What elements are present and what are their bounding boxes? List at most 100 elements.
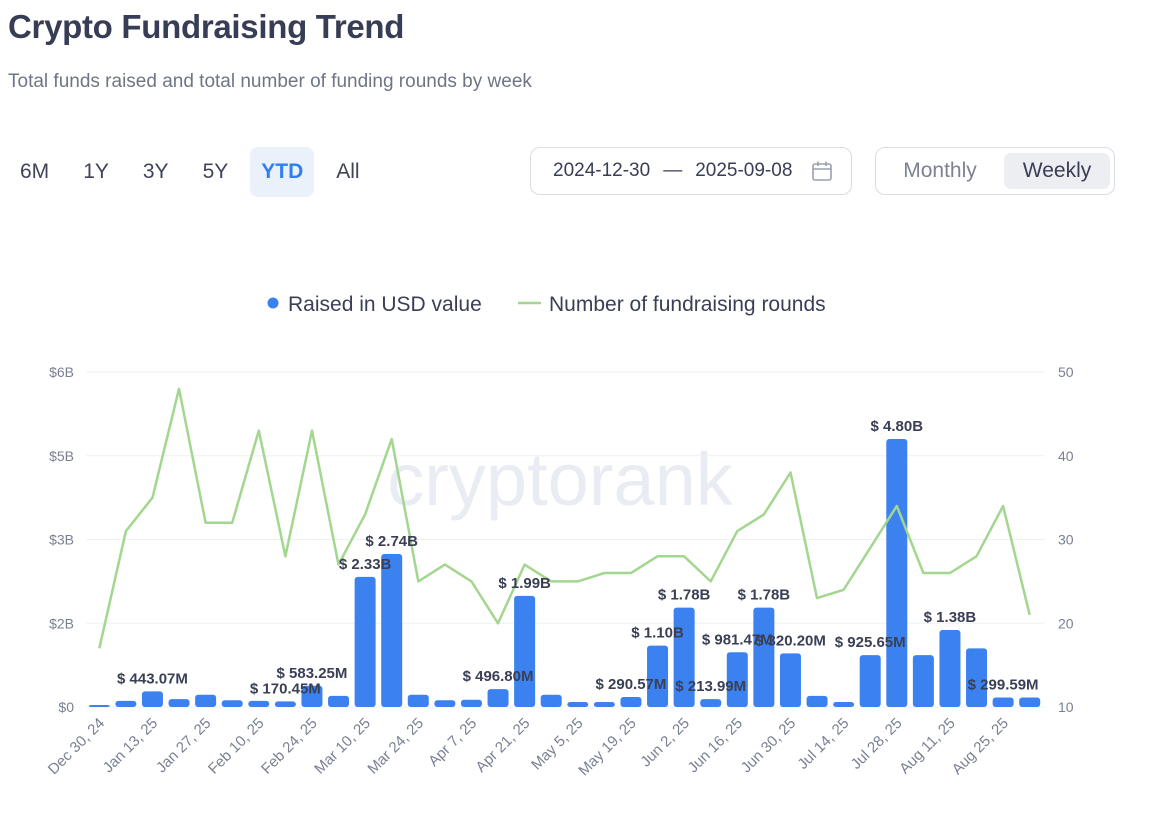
line-series	[98, 387, 1031, 649]
period-weekly[interactable]: Weekly	[1004, 153, 1110, 189]
range-tab-6m[interactable]: 6M	[20, 160, 50, 183]
x-tick-label: Jun 30, 25	[738, 715, 800, 777]
bar[interactable]	[248, 700, 270, 707]
bar[interactable]	[381, 554, 403, 707]
grid-lines	[86, 371, 1045, 708]
chart-legend: Raised in USD value Number of fundraisin…	[267, 293, 826, 316]
range-tab-1y[interactable]: 1Y	[83, 160, 109, 183]
x-tick-label: Feb 24, 25	[258, 715, 321, 778]
bar[interactable]	[647, 645, 669, 707]
bar[interactable]	[1019, 697, 1041, 707]
period-toggle: Monthly Weekly	[875, 147, 1115, 195]
data-label: $ 170.45M	[250, 680, 321, 697]
data-label: $ 496.80M	[463, 668, 534, 685]
y-right-tick: 20	[1058, 615, 1074, 631]
range-tab-5y[interactable]: 5Y	[202, 160, 229, 183]
calendar-icon[interactable]	[811, 160, 833, 182]
date-end: 2025-09-08	[695, 160, 793, 181]
bar[interactable]	[567, 701, 589, 707]
bar[interactable]	[673, 607, 695, 707]
bar[interactable]	[460, 699, 482, 707]
y-left-tick: $6B	[49, 364, 74, 380]
legend-bar-label[interactable]: Raised in USD value	[288, 293, 482, 316]
bar[interactable]	[328, 695, 350, 707]
bar[interactable]	[753, 607, 775, 707]
watermark: cryptorank	[387, 438, 733, 521]
x-tick-label: Jun 16, 25	[685, 715, 747, 777]
bar[interactable]	[833, 701, 855, 707]
range-tab-ytd[interactable]: YTD	[250, 147, 315, 197]
bar[interactable]	[700, 699, 722, 707]
bar[interactable]	[407, 694, 429, 707]
x-tick-label: Jul 14, 25	[794, 715, 852, 773]
bar[interactable]	[620, 696, 642, 707]
y-right-tick: 50	[1058, 364, 1074, 380]
x-tick-label: Jun 2, 25	[637, 715, 693, 771]
data-label: $ 2.74B	[365, 533, 418, 550]
bar[interactable]	[726, 652, 748, 707]
bar[interactable]	[514, 595, 536, 707]
bar[interactable]	[274, 701, 296, 707]
bar[interactable]	[434, 700, 456, 707]
data-label: $ 925.65M	[835, 634, 906, 651]
bar[interactable]	[168, 699, 190, 707]
bar-series	[88, 439, 1041, 707]
bar[interactable]	[939, 629, 961, 707]
data-label: $ 213.99M	[675, 678, 746, 695]
range-tab-all[interactable]: All	[336, 160, 360, 183]
x-tick-label: Feb 10, 25	[205, 715, 268, 778]
y-left-tick: $5B	[49, 448, 74, 464]
data-label: $ 1.78B	[738, 587, 791, 604]
bar[interactable]	[859, 655, 881, 707]
data-label: $ 1.99B	[498, 575, 551, 592]
bar[interactable]	[779, 653, 801, 707]
x-tick-label: Dec 30, 24	[45, 715, 108, 778]
bar[interactable]	[912, 655, 934, 707]
bar[interactable]	[115, 700, 137, 707]
bar[interactable]	[886, 439, 908, 707]
page-title: Crypto Fundraising Trend	[8, 8, 405, 45]
y-right-tick: 10	[1058, 699, 1074, 715]
period-monthly[interactable]: Monthly	[903, 159, 977, 182]
date-range-picker[interactable]: 2024-12-30 — 2025-09-08	[530, 147, 852, 195]
x-tick-label: Jan 13, 25	[100, 715, 162, 777]
range-tab-3y[interactable]: 3Y	[142, 160, 169, 183]
data-labels: $ 443.07M $ 170.45M$ 583.25M $ 2.33B $ 2.74…	[117, 418, 1039, 697]
y-right-tick: 30	[1058, 532, 1074, 548]
data-label: $ 981.47M	[702, 631, 773, 648]
bar[interactable]	[992, 697, 1014, 707]
bar[interactable]	[301, 685, 323, 707]
bar[interactable]	[487, 689, 509, 707]
y-right-tick: 40	[1058, 448, 1074, 464]
bar[interactable]	[195, 694, 217, 707]
x-tick-label: Apr 7, 25	[425, 715, 480, 770]
x-tick-label: Mar 24, 25	[364, 715, 427, 778]
legend-line-label[interactable]: Number of fundraising rounds	[549, 293, 826, 316]
bar[interactable]	[806, 695, 828, 707]
data-label: $ 443.07M	[117, 670, 188, 687]
range-tabs: 6M 1Y 3Y 5Y YTD All	[8, 147, 382, 197]
bar[interactable]	[540, 694, 562, 707]
data-label: $ 320.20M	[755, 632, 826, 649]
date-separator: —	[663, 160, 683, 181]
x-tick-label: Apr 21, 25	[472, 715, 533, 776]
bar[interactable]	[221, 700, 243, 707]
y-left-tick: $0	[58, 699, 74, 715]
bar[interactable]	[593, 701, 615, 707]
y-axis-left: $0 $2B $3B $5B $6B	[49, 364, 74, 715]
data-label: $ 290.57M	[596, 676, 667, 693]
y-axis-right: 10 20 30 40 50	[1058, 364, 1074, 715]
bar[interactable]	[966, 648, 988, 707]
bar[interactable]	[354, 576, 376, 707]
rounds-line[interactable]	[98, 387, 1031, 649]
bar[interactable]	[88, 705, 110, 707]
data-label: $ 299.59M	[968, 677, 1039, 694]
data-label: $ 4.80B	[871, 418, 924, 435]
x-tick-label: Mar 10, 25	[311, 715, 374, 778]
y-left-tick: $2B	[49, 615, 74, 631]
bar[interactable]	[141, 691, 163, 707]
y-left-tick: $3B	[49, 532, 74, 548]
data-label: $ 1.10B	[631, 625, 684, 642]
